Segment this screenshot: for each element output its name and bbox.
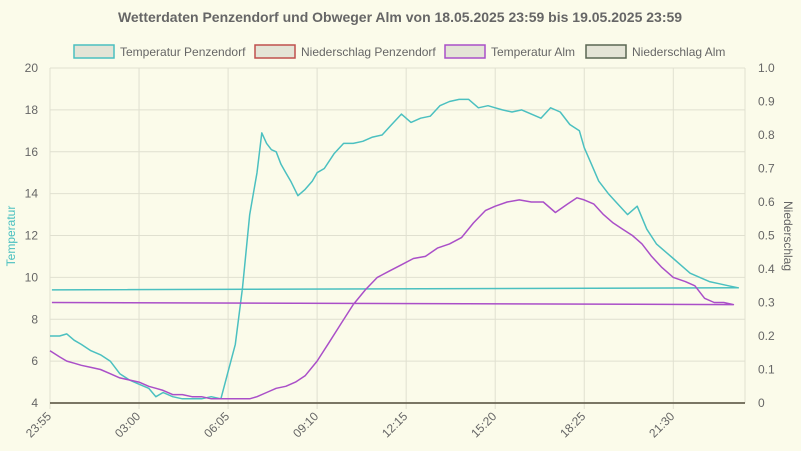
y-axis-right: 0 0.1 0.2 0.3 0.4 0.5 0.6 0.7 0.8 0.9 1.0: [758, 61, 775, 410]
x-tick-label: 18:25: [557, 409, 588, 440]
x-tick-label: 15:20: [468, 409, 499, 440]
y-axis-left: 4 6 8 10 12 14 16 18 20: [25, 61, 39, 410]
y2-tick-label: 1.0: [758, 61, 775, 75]
legend-swatch: [585, 44, 627, 59]
x-tick-label: 03:00: [112, 409, 143, 440]
y-axis-title: Temperatur: [4, 206, 18, 267]
legend-item[interactable]: Niederschlag Alm: [585, 44, 725, 59]
y2-tick-label: 0.6: [758, 195, 775, 209]
y-tick-label: 16: [25, 145, 39, 159]
grid: [49, 67, 746, 409]
legend-item[interactable]: Temperatur Penzendorf: [73, 44, 246, 59]
legend-label: Temperatur Penzendorf: [120, 45, 246, 59]
y-tick-label: 20: [25, 61, 39, 75]
x-tick-label: 23:55: [23, 409, 54, 440]
chart-title: Wetterdaten Penzendorf und Obweger Alm v…: [118, 9, 682, 25]
y2-tick-label: 0.3: [758, 296, 775, 310]
legend-swatch: [254, 44, 296, 59]
x-tick-label: 09:10: [290, 409, 321, 440]
legend-item[interactable]: Niederschlag Penzendorf: [254, 44, 436, 59]
y2-tick-label: 0: [758, 396, 765, 410]
x-tick-label: 21:30: [646, 409, 677, 440]
y2-tick-label: 0.5: [758, 229, 775, 243]
y2-axis-title: Niederschlag: [781, 201, 795, 271]
legend-label: Niederschlag Alm: [632, 45, 725, 59]
series-line: [49, 197, 735, 400]
legend-item[interactable]: Temperatur Alm: [444, 44, 575, 59]
y-tick-label: 14: [25, 187, 39, 201]
y-tick-label: 8: [31, 312, 38, 326]
y2-tick-label: 0.9: [758, 95, 775, 109]
y-tick-label: 18: [25, 103, 39, 117]
y2-tick-label: 0.7: [758, 162, 775, 176]
series: [49, 98, 745, 404]
y-tick-label: 6: [31, 354, 38, 368]
y2-tick-label: 0.1: [758, 363, 775, 377]
y2-tick-label: 0.2: [758, 329, 775, 343]
y-tick-label: 10: [25, 270, 39, 284]
x-tick-label: 06:05: [201, 409, 232, 440]
legend-swatch: [444, 44, 486, 59]
legend-label: Niederschlag Penzendorf: [301, 45, 436, 59]
x-tick-label: 12:15: [379, 409, 410, 440]
y-tick-label: 12: [25, 229, 39, 243]
y-tick-label: 4: [31, 396, 38, 410]
legend-label: Temperatur Alm: [491, 45, 575, 59]
y2-tick-label: 0.4: [758, 262, 775, 276]
legend-swatch: [73, 44, 115, 59]
y2-tick-label: 0.8: [758, 128, 775, 142]
legend: Temperatur Penzendorf Niederschlag Penzen…: [73, 44, 725, 59]
series-line: [50, 98, 740, 400]
x-axis: 23:55 03:00 06:05 09:10 12:15 15:20 18:25 21:30: [23, 409, 678, 440]
